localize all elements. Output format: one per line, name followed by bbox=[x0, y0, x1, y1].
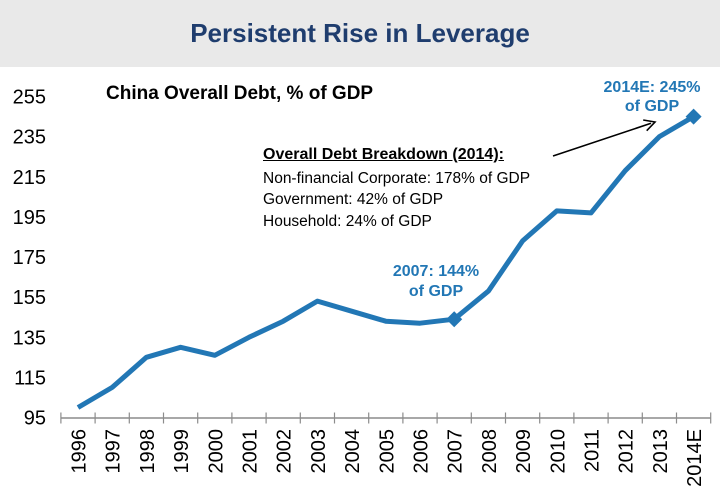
x-axis-label: 1999 bbox=[171, 429, 193, 474]
breakdown-line-government: Government: 42% of GDP bbox=[263, 191, 444, 209]
x-axis-label: 2010 bbox=[547, 429, 569, 474]
x-axis-label: 2007 bbox=[445, 429, 467, 474]
x-axis-label: 2006 bbox=[411, 429, 433, 474]
y-axis-label: 155 bbox=[13, 287, 46, 309]
y-axis-label: 135 bbox=[13, 327, 46, 349]
y-axis-label: 95 bbox=[24, 408, 46, 430]
x-axis-label: 2002 bbox=[274, 429, 296, 474]
label-2007-point: 2007: 144% of GDP bbox=[368, 262, 504, 302]
x-axis-label: 2000 bbox=[205, 429, 227, 474]
x-axis-label: 1998 bbox=[137, 429, 159, 474]
data-point-marker-2014E bbox=[685, 108, 702, 125]
data-point-marker-2007 bbox=[446, 311, 463, 328]
label-2014-line2: of GDP bbox=[624, 98, 680, 115]
y-axis-label: 215 bbox=[13, 167, 46, 189]
x-axis-label: 1996 bbox=[69, 429, 91, 474]
y-axis-label: 115 bbox=[14, 367, 46, 389]
x-axis-label: 2001 bbox=[240, 429, 262, 474]
x-axis-label: 2004 bbox=[342, 429, 364, 474]
y-axis-label: 175 bbox=[13, 247, 46, 269]
x-axis-label: 2008 bbox=[479, 429, 501, 474]
x-axis-label: 2014E bbox=[684, 429, 706, 487]
title-banner: Persistent Rise in Leverage bbox=[0, 0, 720, 67]
y-axis-label: 235 bbox=[13, 127, 46, 149]
x-axis-label: 2005 bbox=[376, 429, 398, 474]
x-axis-label: 2013 bbox=[650, 429, 672, 474]
label-2014-point: 2014E: 245% of GDP bbox=[592, 78, 712, 116]
x-axis-label: 2009 bbox=[513, 429, 535, 474]
y-axis-label: 195 bbox=[13, 207, 46, 229]
x-axis-label: 2012 bbox=[616, 429, 638, 474]
breakdown-line-corporate: Non-financial Corporate: 178% of GDP bbox=[263, 170, 531, 187]
breakdown-line-household: Household: 24% of GDP bbox=[263, 212, 432, 230]
breakdown-heading: Overall Debt Breakdown (2014): bbox=[263, 146, 504, 163]
page-title: Persistent Rise in Leverage bbox=[190, 18, 530, 48]
label-2007-line2: of GDP bbox=[408, 283, 464, 300]
debt-line-series bbox=[76, 114, 695, 410]
annotation-arrow-shaft bbox=[552, 122, 652, 157]
x-axis-label: 2003 bbox=[308, 429, 330, 474]
label-2014-line1: 2014E: 245% bbox=[603, 79, 701, 96]
chart-title: China Overall Debt, % of GDP bbox=[106, 83, 374, 104]
annotation-arrow-head bbox=[643, 119, 657, 132]
x-axis-label: 1997 bbox=[103, 429, 125, 474]
x-axis-label: 2011 bbox=[582, 429, 604, 472]
y-axis-label: 255 bbox=[13, 87, 46, 109]
breakdown-annotation: Overall Debt Breakdown (2014): Non-finan… bbox=[263, 146, 530, 232]
label-2007-line1: 2007: 144% bbox=[392, 263, 480, 280]
